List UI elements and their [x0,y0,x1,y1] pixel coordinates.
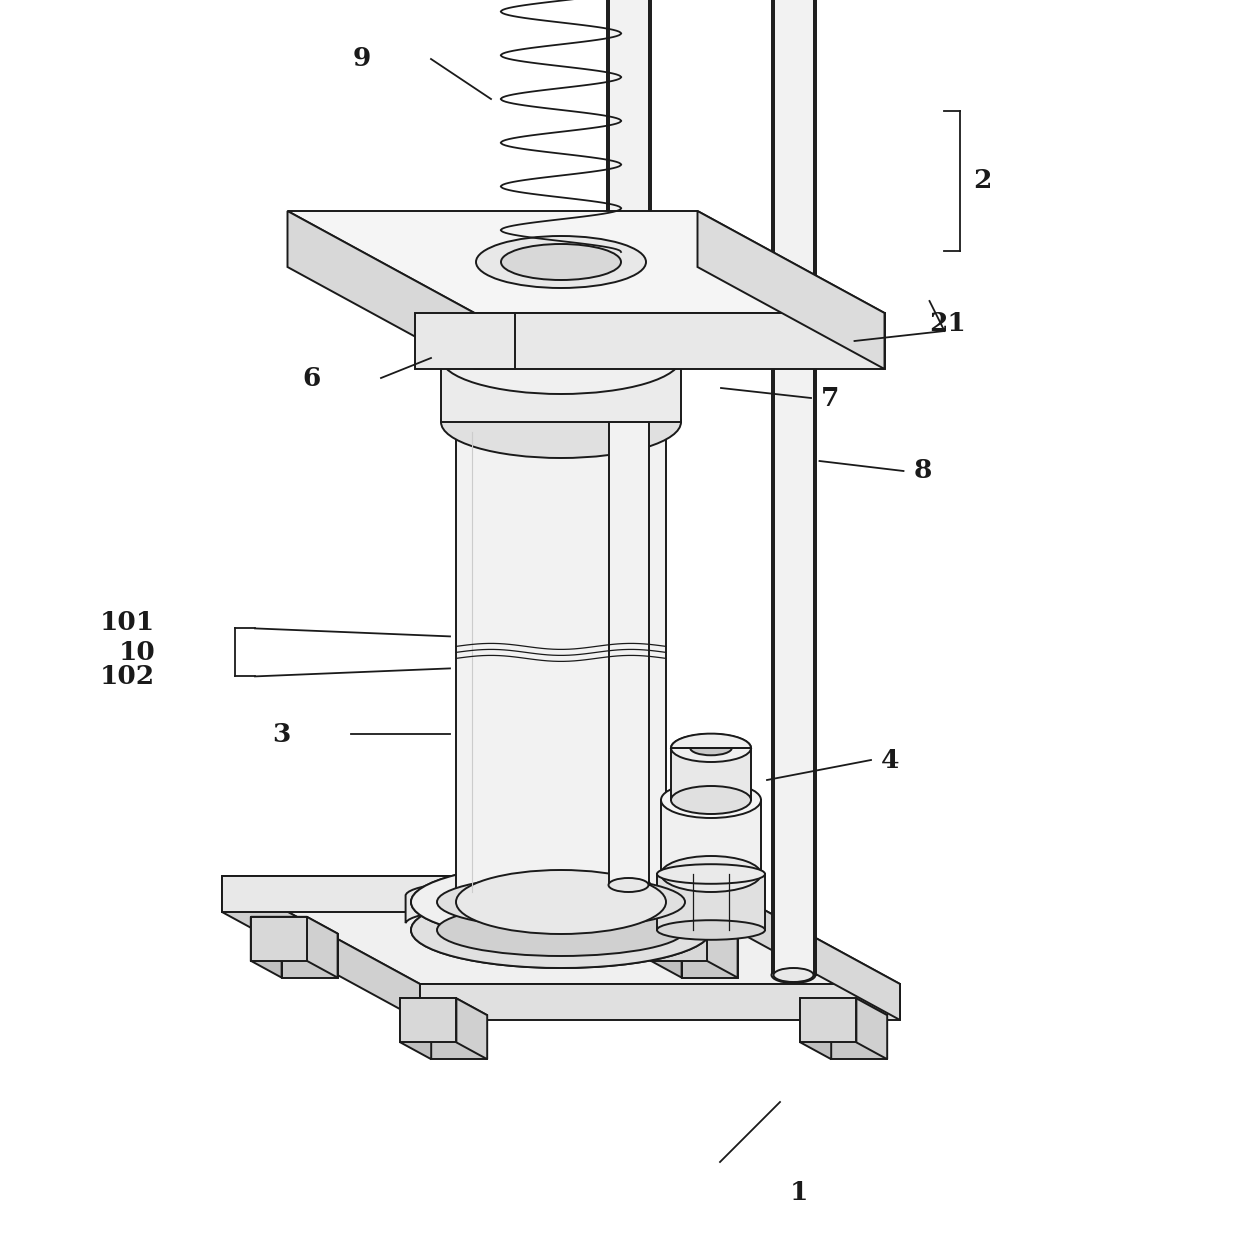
Text: 6: 6 [303,365,321,391]
Ellipse shape [456,869,666,934]
Polygon shape [661,800,761,874]
Polygon shape [432,1016,487,1060]
Polygon shape [651,917,738,934]
Text: 21: 21 [930,311,966,336]
Polygon shape [441,358,681,422]
Polygon shape [800,998,887,1016]
Polygon shape [222,876,420,1021]
Ellipse shape [410,864,711,940]
Polygon shape [857,998,887,1060]
Text: 1: 1 [790,1179,808,1205]
Ellipse shape [657,864,765,883]
Polygon shape [414,312,515,369]
Polygon shape [222,876,702,912]
Ellipse shape [609,878,649,892]
Ellipse shape [691,741,732,755]
Ellipse shape [657,920,765,940]
Ellipse shape [671,786,751,814]
Ellipse shape [436,876,684,929]
Text: 4: 4 [880,747,899,772]
Polygon shape [475,312,884,369]
Polygon shape [606,0,651,885]
Ellipse shape [441,323,681,394]
Ellipse shape [606,877,651,893]
Ellipse shape [671,735,751,762]
Polygon shape [222,876,900,984]
Ellipse shape [441,386,681,457]
Ellipse shape [501,244,621,280]
Text: 3: 3 [273,722,291,746]
Text: 2: 2 [973,169,992,194]
Polygon shape [401,998,432,1060]
Text: 10: 10 [118,640,155,665]
Polygon shape [281,934,337,978]
Polygon shape [456,998,487,1060]
Polygon shape [800,998,831,1060]
Polygon shape [306,917,337,978]
Ellipse shape [436,903,684,956]
Polygon shape [250,917,281,978]
Polygon shape [405,879,691,924]
Polygon shape [651,917,682,978]
Text: 9: 9 [352,47,371,72]
Text: 8: 8 [914,459,932,484]
Polygon shape [774,0,813,975]
Ellipse shape [410,892,711,968]
Polygon shape [250,917,306,961]
Polygon shape [800,998,857,1042]
Polygon shape [831,1016,887,1060]
Ellipse shape [661,856,761,892]
Polygon shape [288,210,884,312]
Polygon shape [456,422,666,902]
Polygon shape [401,998,456,1042]
Polygon shape [682,934,738,978]
Polygon shape [671,748,751,800]
Ellipse shape [771,966,816,983]
Ellipse shape [410,864,711,940]
Polygon shape [697,210,884,369]
Ellipse shape [476,236,646,289]
Polygon shape [420,984,900,1021]
Ellipse shape [410,892,711,968]
Ellipse shape [774,968,813,982]
Text: 7: 7 [821,386,839,411]
Text: 102: 102 [100,664,155,689]
Polygon shape [702,876,900,1021]
Text: 101: 101 [100,610,155,635]
Polygon shape [671,733,751,748]
Polygon shape [609,0,649,885]
Polygon shape [771,0,816,975]
Polygon shape [657,874,765,930]
Ellipse shape [456,391,666,454]
Polygon shape [651,917,707,961]
Ellipse shape [661,782,761,818]
Polygon shape [250,917,337,934]
Polygon shape [707,917,738,978]
Polygon shape [401,998,487,1016]
Polygon shape [288,210,475,369]
